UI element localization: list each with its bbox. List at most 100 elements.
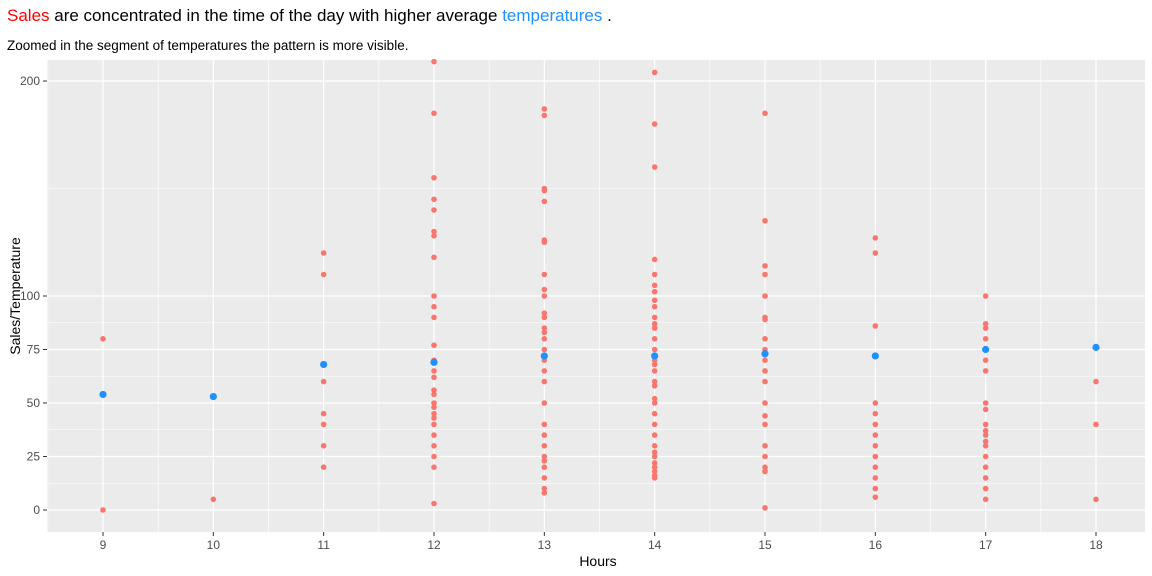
sales-point xyxy=(872,443,879,449)
sales-point xyxy=(431,432,437,438)
sales-point xyxy=(872,432,879,438)
sales-point xyxy=(431,404,437,411)
sales-point xyxy=(541,239,548,246)
sales-point xyxy=(651,449,658,456)
sales-point xyxy=(762,293,768,299)
sales-point xyxy=(762,368,768,374)
sales-point xyxy=(541,443,548,449)
sales-point xyxy=(541,453,548,460)
sales-point xyxy=(651,453,658,460)
sales-point xyxy=(541,314,548,321)
sales-point xyxy=(1093,378,1099,385)
sales-point xyxy=(541,421,548,428)
sales-point xyxy=(431,391,437,398)
sales-point xyxy=(982,321,989,327)
sales-point xyxy=(651,443,658,449)
y-axis-ticks: 0 25 50 75 100 200 xyxy=(20,74,47,517)
sales-point xyxy=(982,293,989,299)
sales-point xyxy=(651,464,658,471)
sales-point xyxy=(651,410,658,417)
sales-point xyxy=(982,464,989,471)
sales-point xyxy=(431,500,437,507)
sales-point xyxy=(651,288,658,295)
sales-point xyxy=(651,282,658,289)
sales-point xyxy=(982,475,989,481)
x-tick-label: 15 xyxy=(758,538,772,552)
temperature-point xyxy=(320,360,328,369)
sales-point xyxy=(541,310,548,316)
sales-point xyxy=(431,228,437,235)
sales-point xyxy=(431,453,437,460)
title-middle-text: are concentrated in the time of the day … xyxy=(49,6,503,25)
sales-point xyxy=(651,303,658,310)
sales-point xyxy=(872,475,879,481)
x-tick-label: 11 xyxy=(317,538,330,552)
sales-point xyxy=(651,69,658,76)
sales-point xyxy=(762,357,768,364)
sales-point xyxy=(651,361,658,368)
sales-point xyxy=(762,316,768,323)
sales-point xyxy=(982,421,989,428)
sales-point xyxy=(651,475,658,481)
sales-point xyxy=(320,421,327,428)
sales-point xyxy=(431,314,437,321)
temperature-point xyxy=(430,358,438,366)
sales-point xyxy=(431,254,437,261)
y-tick-label: 200 xyxy=(20,74,40,88)
sales-point xyxy=(431,303,437,310)
y-tick-label: 75 xyxy=(27,343,41,357)
sales-point xyxy=(320,443,327,449)
title-sales-word: Sales xyxy=(7,6,50,25)
sales-point xyxy=(762,453,768,460)
sales-point xyxy=(651,336,658,342)
chart-title: Sales are concentrated in the time of th… xyxy=(7,6,612,26)
sales-point xyxy=(872,235,879,241)
sales-point xyxy=(431,415,437,421)
sales-point xyxy=(431,421,437,428)
sales-point xyxy=(762,217,768,224)
sales-point xyxy=(872,485,879,492)
temperature-point xyxy=(651,352,659,360)
sales-point xyxy=(982,432,989,438)
sales-point xyxy=(431,464,437,471)
sales-point xyxy=(541,432,548,438)
sales-point xyxy=(982,357,989,364)
data-points xyxy=(99,58,1100,513)
sales-point xyxy=(651,321,658,327)
sales-point xyxy=(651,368,658,374)
sales-point xyxy=(762,468,768,475)
x-tick-label: 14 xyxy=(648,538,662,552)
sales-point xyxy=(320,464,327,471)
sales-point xyxy=(541,293,548,299)
sales-point xyxy=(872,464,879,471)
sales-point xyxy=(431,233,437,239)
sales-point xyxy=(651,256,658,263)
sales-point xyxy=(541,464,548,471)
sales-point xyxy=(982,438,989,445)
y-tick-label: 50 xyxy=(27,396,41,410)
x-axis-title: Hours xyxy=(579,553,616,569)
sales-point xyxy=(651,314,658,321)
sales-point xyxy=(651,346,658,353)
sales-point xyxy=(1093,496,1099,503)
sales-point xyxy=(651,395,658,402)
sales-point xyxy=(431,342,437,349)
sales-point xyxy=(982,368,989,374)
sales-point xyxy=(320,271,327,278)
sales-point xyxy=(982,428,989,434)
sales-point xyxy=(541,112,548,119)
sales-point xyxy=(651,432,658,438)
grid-lines xyxy=(47,60,1145,532)
x-tick-label: 16 xyxy=(869,538,883,552)
sales-point xyxy=(762,421,768,428)
temperature-point xyxy=(1092,343,1100,351)
sales-point xyxy=(872,323,879,329)
sales-point xyxy=(872,453,879,460)
sales-point xyxy=(651,468,658,475)
sales-point xyxy=(541,490,548,496)
x-tick-label: 17 xyxy=(979,538,993,552)
sales-point xyxy=(762,378,768,385)
sales-point xyxy=(651,271,658,278)
x-tick-label: 13 xyxy=(538,538,552,552)
sales-point xyxy=(320,250,327,256)
